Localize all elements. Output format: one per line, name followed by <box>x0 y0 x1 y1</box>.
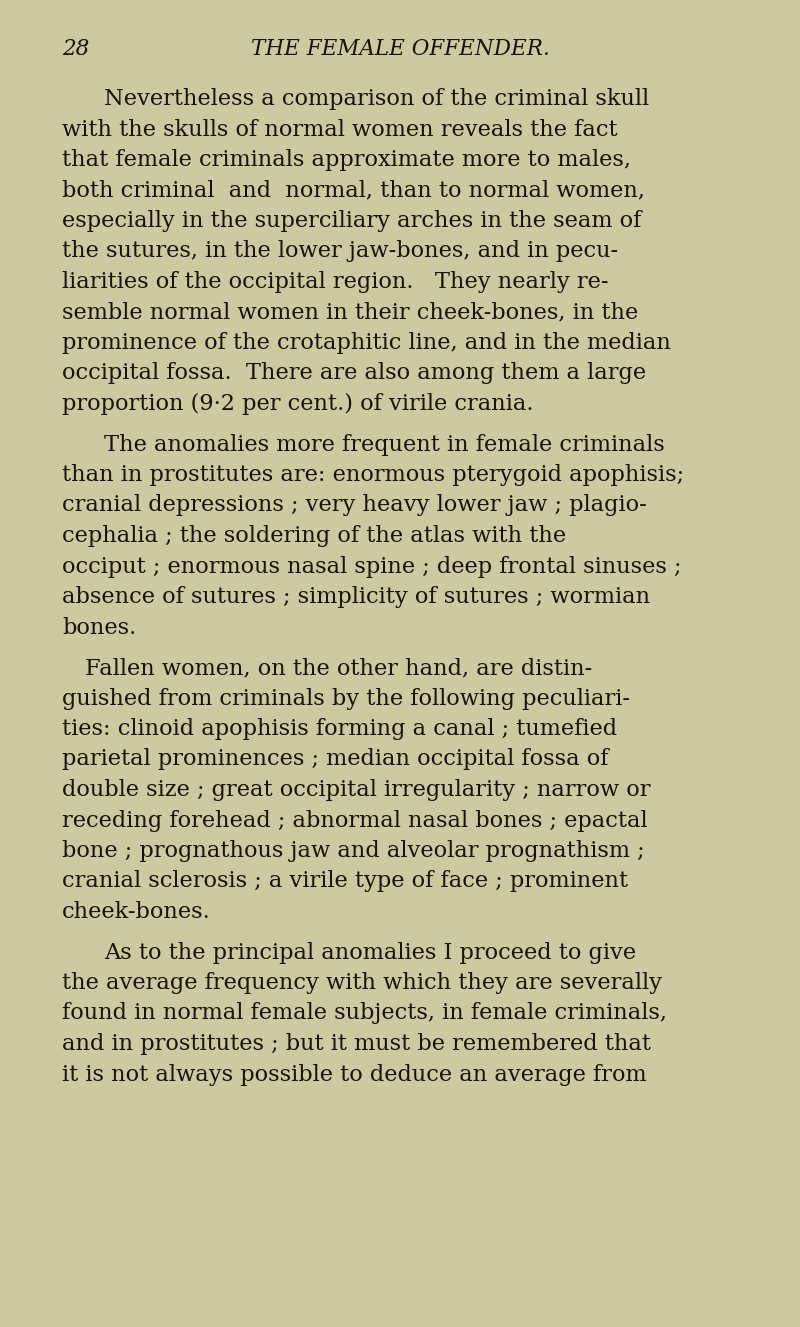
Text: prominence of the crotaphitic line, and in the median: prominence of the crotaphitic line, and … <box>62 332 671 354</box>
Text: Nevertheless a comparison of the criminal skull: Nevertheless a comparison of the crimina… <box>104 88 649 110</box>
Text: found in normal female subjects, in female criminals,: found in normal female subjects, in fema… <box>62 1002 667 1024</box>
Text: and in prostitutes ; but it must be remembered that: and in prostitutes ; but it must be reme… <box>62 1032 651 1055</box>
Text: THE FEMALE OFFENDER.: THE FEMALE OFFENDER. <box>250 38 550 60</box>
Text: cheek-bones.: cheek-bones. <box>62 901 210 924</box>
Text: As to the principal anomalies I proceed to give: As to the principal anomalies I proceed … <box>104 941 636 963</box>
Text: guished from criminals by the following peculiari-: guished from criminals by the following … <box>62 687 630 710</box>
Text: receding forehead ; abnormal nasal bones ; epactal: receding forehead ; abnormal nasal bones… <box>62 809 648 832</box>
Text: the sutures, in the lower jaw-bones, and in pecu-: the sutures, in the lower jaw-bones, and… <box>62 240 618 263</box>
Text: it is not always possible to deduce an average from: it is not always possible to deduce an a… <box>62 1063 646 1085</box>
Text: ties: clinoid apophisis forming a canal ; tumefied: ties: clinoid apophisis forming a canal … <box>62 718 617 740</box>
Text: proportion (9·2 per cent.) of virile crania.: proportion (9·2 per cent.) of virile cra… <box>62 393 534 415</box>
Text: bones.: bones. <box>62 617 136 638</box>
Text: The anomalies more frequent in female criminals: The anomalies more frequent in female cr… <box>104 434 665 455</box>
Text: occipital fossa.  There are also among them a large: occipital fossa. There are also among th… <box>62 362 646 385</box>
Text: that female criminals approximate more to males,: that female criminals approximate more t… <box>62 149 631 171</box>
Text: the average frequency with which they are severally: the average frequency with which they ar… <box>62 971 662 994</box>
Text: liarities of the occipital region.   They nearly re-: liarities of the occipital region. They … <box>62 271 609 293</box>
Text: especially in the superciliary arches in the seam of: especially in the superciliary arches in… <box>62 210 642 232</box>
Text: 28: 28 <box>62 38 90 60</box>
Text: occiput ; enormous nasal spine ; deep frontal sinuses ;: occiput ; enormous nasal spine ; deep fr… <box>62 556 682 577</box>
Text: Fallen women, on the other hand, are distin-: Fallen women, on the other hand, are dis… <box>78 657 592 679</box>
Text: semble normal women in their cheek-bones, in the: semble normal women in their cheek-bones… <box>62 301 638 324</box>
Text: double size ; great occipital irregularity ; narrow or: double size ; great occipital irregulari… <box>62 779 650 802</box>
Text: bone ; prognathous jaw and alveolar prognathism ;: bone ; prognathous jaw and alveolar prog… <box>62 840 645 863</box>
Text: parietal prominences ; median occipital fossa of: parietal prominences ; median occipital … <box>62 748 609 771</box>
Text: absence of sutures ; simplicity of sutures ; wormian: absence of sutures ; simplicity of sutur… <box>62 587 650 608</box>
Text: both criminal  and  normal, than to normal women,: both criminal and normal, than to normal… <box>62 179 645 202</box>
Text: cephalia ; the soldering of the atlas with the: cephalia ; the soldering of the atlas wi… <box>62 525 566 547</box>
Text: with the skulls of normal women reveals the fact: with the skulls of normal women reveals … <box>62 118 618 141</box>
Text: cranial sclerosis ; a virile type of face ; prominent: cranial sclerosis ; a virile type of fac… <box>62 871 628 893</box>
Text: than in prostitutes are: enormous pterygoid apophisis;: than in prostitutes are: enormous pteryg… <box>62 464 684 486</box>
Text: cranial depressions ; very heavy lower jaw ; plagio-: cranial depressions ; very heavy lower j… <box>62 495 646 516</box>
